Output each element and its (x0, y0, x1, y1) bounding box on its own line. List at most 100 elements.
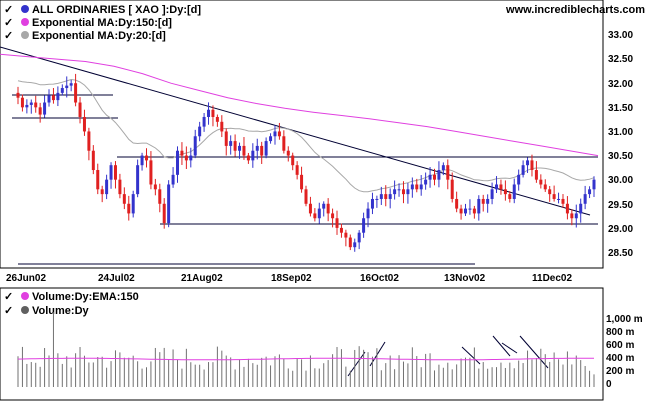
candle-body (552, 194, 556, 199)
candle-body (477, 198, 481, 214)
series-dot-icon (21, 292, 29, 300)
candle-body (534, 170, 538, 180)
y-tick-label: 31.50 (608, 103, 633, 114)
checkmark-icon[interactable]: ✓ (4, 305, 13, 317)
candle-body (592, 179, 596, 190)
candle-body (428, 174, 432, 180)
checkmark-icon[interactable]: ✓ (4, 30, 13, 42)
candle-body (313, 213, 317, 219)
candle-body (526, 160, 530, 166)
candle-body (282, 136, 286, 151)
candle-body (393, 189, 397, 195)
checkmark-icon[interactable]: ✓ (4, 4, 13, 16)
candle-body (16, 92, 20, 98)
candle-body (180, 150, 184, 156)
candle-body (100, 189, 104, 195)
candle-body (202, 116, 206, 127)
candle-body (379, 194, 383, 199)
ema150-line (0, 53, 599, 157)
y-tick-label: 30.00 (608, 175, 633, 186)
x-tick-label: 16Oct02 (360, 273, 399, 284)
candle-body (588, 189, 592, 195)
candle-body (304, 189, 308, 204)
candle-body (521, 165, 525, 175)
candle-body (127, 203, 131, 214)
ema20-line (17, 78, 595, 193)
candle-body (339, 227, 343, 233)
candle-body (140, 155, 144, 166)
candle-body (38, 107, 42, 115)
candle-body (432, 174, 436, 180)
series-dot-icon (21, 31, 29, 39)
candle-body (264, 141, 268, 156)
legend-row-xao[interactable]: ✓ ALL ORDINARIES [ XAO ]:Dy:[d] (4, 4, 201, 16)
volume-trendline[interactable] (492, 335, 511, 357)
candle-body (468, 208, 472, 210)
candle-body (233, 141, 237, 151)
candle-body (113, 165, 117, 180)
candle-body (548, 189, 552, 195)
candle-body (450, 179, 454, 199)
checkmark-icon[interactable]: ✓ (4, 17, 13, 29)
candle-body (176, 150, 180, 175)
candle-body (65, 85, 69, 89)
vol-tick-label: 1,000 m (606, 314, 643, 325)
candle-body (109, 165, 113, 180)
candle-body (446, 165, 450, 180)
candle-body (105, 179, 109, 195)
y-tick-label: 30.50 (608, 151, 633, 162)
candle-body (384, 194, 388, 199)
candle-body (273, 131, 277, 137)
candle-body (486, 198, 490, 204)
x-tick-label: 18Sep02 (271, 273, 312, 284)
y-tick-label: 29.00 (608, 224, 633, 235)
vol-tick-label: 600 m (606, 340, 634, 351)
price-legend: ✓ ALL ORDINARIES [ XAO ]:Dy:[d] ✓ Expone… (4, 4, 201, 42)
y-tick-label: 33.00 (608, 30, 633, 41)
candle-body (291, 155, 295, 166)
candle-body (375, 198, 379, 200)
candle-body (47, 95, 51, 103)
source-url[interactable]: www.incrediblecharts.com (505, 4, 645, 16)
candle-body (503, 189, 507, 195)
candle-body (69, 83, 73, 86)
candle-body (224, 131, 228, 146)
legend-row-ema150[interactable]: ✓ Exponential MA:Dy:150:[d] (4, 17, 172, 29)
volume-trendline[interactable] (519, 335, 549, 369)
candle-body (415, 184, 419, 190)
legend-row-ema20[interactable]: ✓ Exponential MA:Dy:20:[d] (4, 30, 166, 42)
volume-trendline[interactable] (347, 351, 366, 377)
candle-body (198, 126, 202, 137)
candle-body (295, 165, 299, 175)
checkmark-icon[interactable]: ✓ (4, 291, 13, 303)
candle-body (51, 95, 55, 101)
x-tick-label: 24Jul02 (98, 273, 135, 284)
candle-body (229, 141, 233, 146)
candle-body (82, 116, 86, 132)
candle-body (211, 109, 215, 117)
x-tick-label: 13Nov02 (444, 273, 486, 284)
candle-body (78, 102, 82, 117)
volume-trendline[interactable] (501, 342, 518, 354)
candle-body (495, 184, 499, 190)
candle-body (464, 208, 468, 214)
candle-body (322, 203, 326, 209)
candle-body (25, 104, 29, 108)
legend-row-vol-ema[interactable]: ✓ Volume:Dy:EMA:150 (4, 291, 139, 303)
candle-body (158, 189, 162, 204)
legend-row-vol[interactable]: ✓ Volume:Dy (4, 305, 90, 317)
candle-body (29, 102, 33, 105)
series-dot-icon (21, 5, 29, 13)
candle-body (255, 145, 259, 151)
candle-body (122, 194, 126, 204)
candle-body (424, 179, 428, 185)
candle-body (366, 208, 370, 219)
candle-body (215, 116, 219, 122)
series-dot-icon (21, 306, 29, 314)
volume-ema-line (17, 357, 594, 361)
candle-body (437, 170, 441, 180)
volume-trendline[interactable] (461, 346, 481, 365)
candle-body (543, 184, 547, 190)
candle-body (238, 145, 242, 151)
candle-body (87, 131, 91, 151)
